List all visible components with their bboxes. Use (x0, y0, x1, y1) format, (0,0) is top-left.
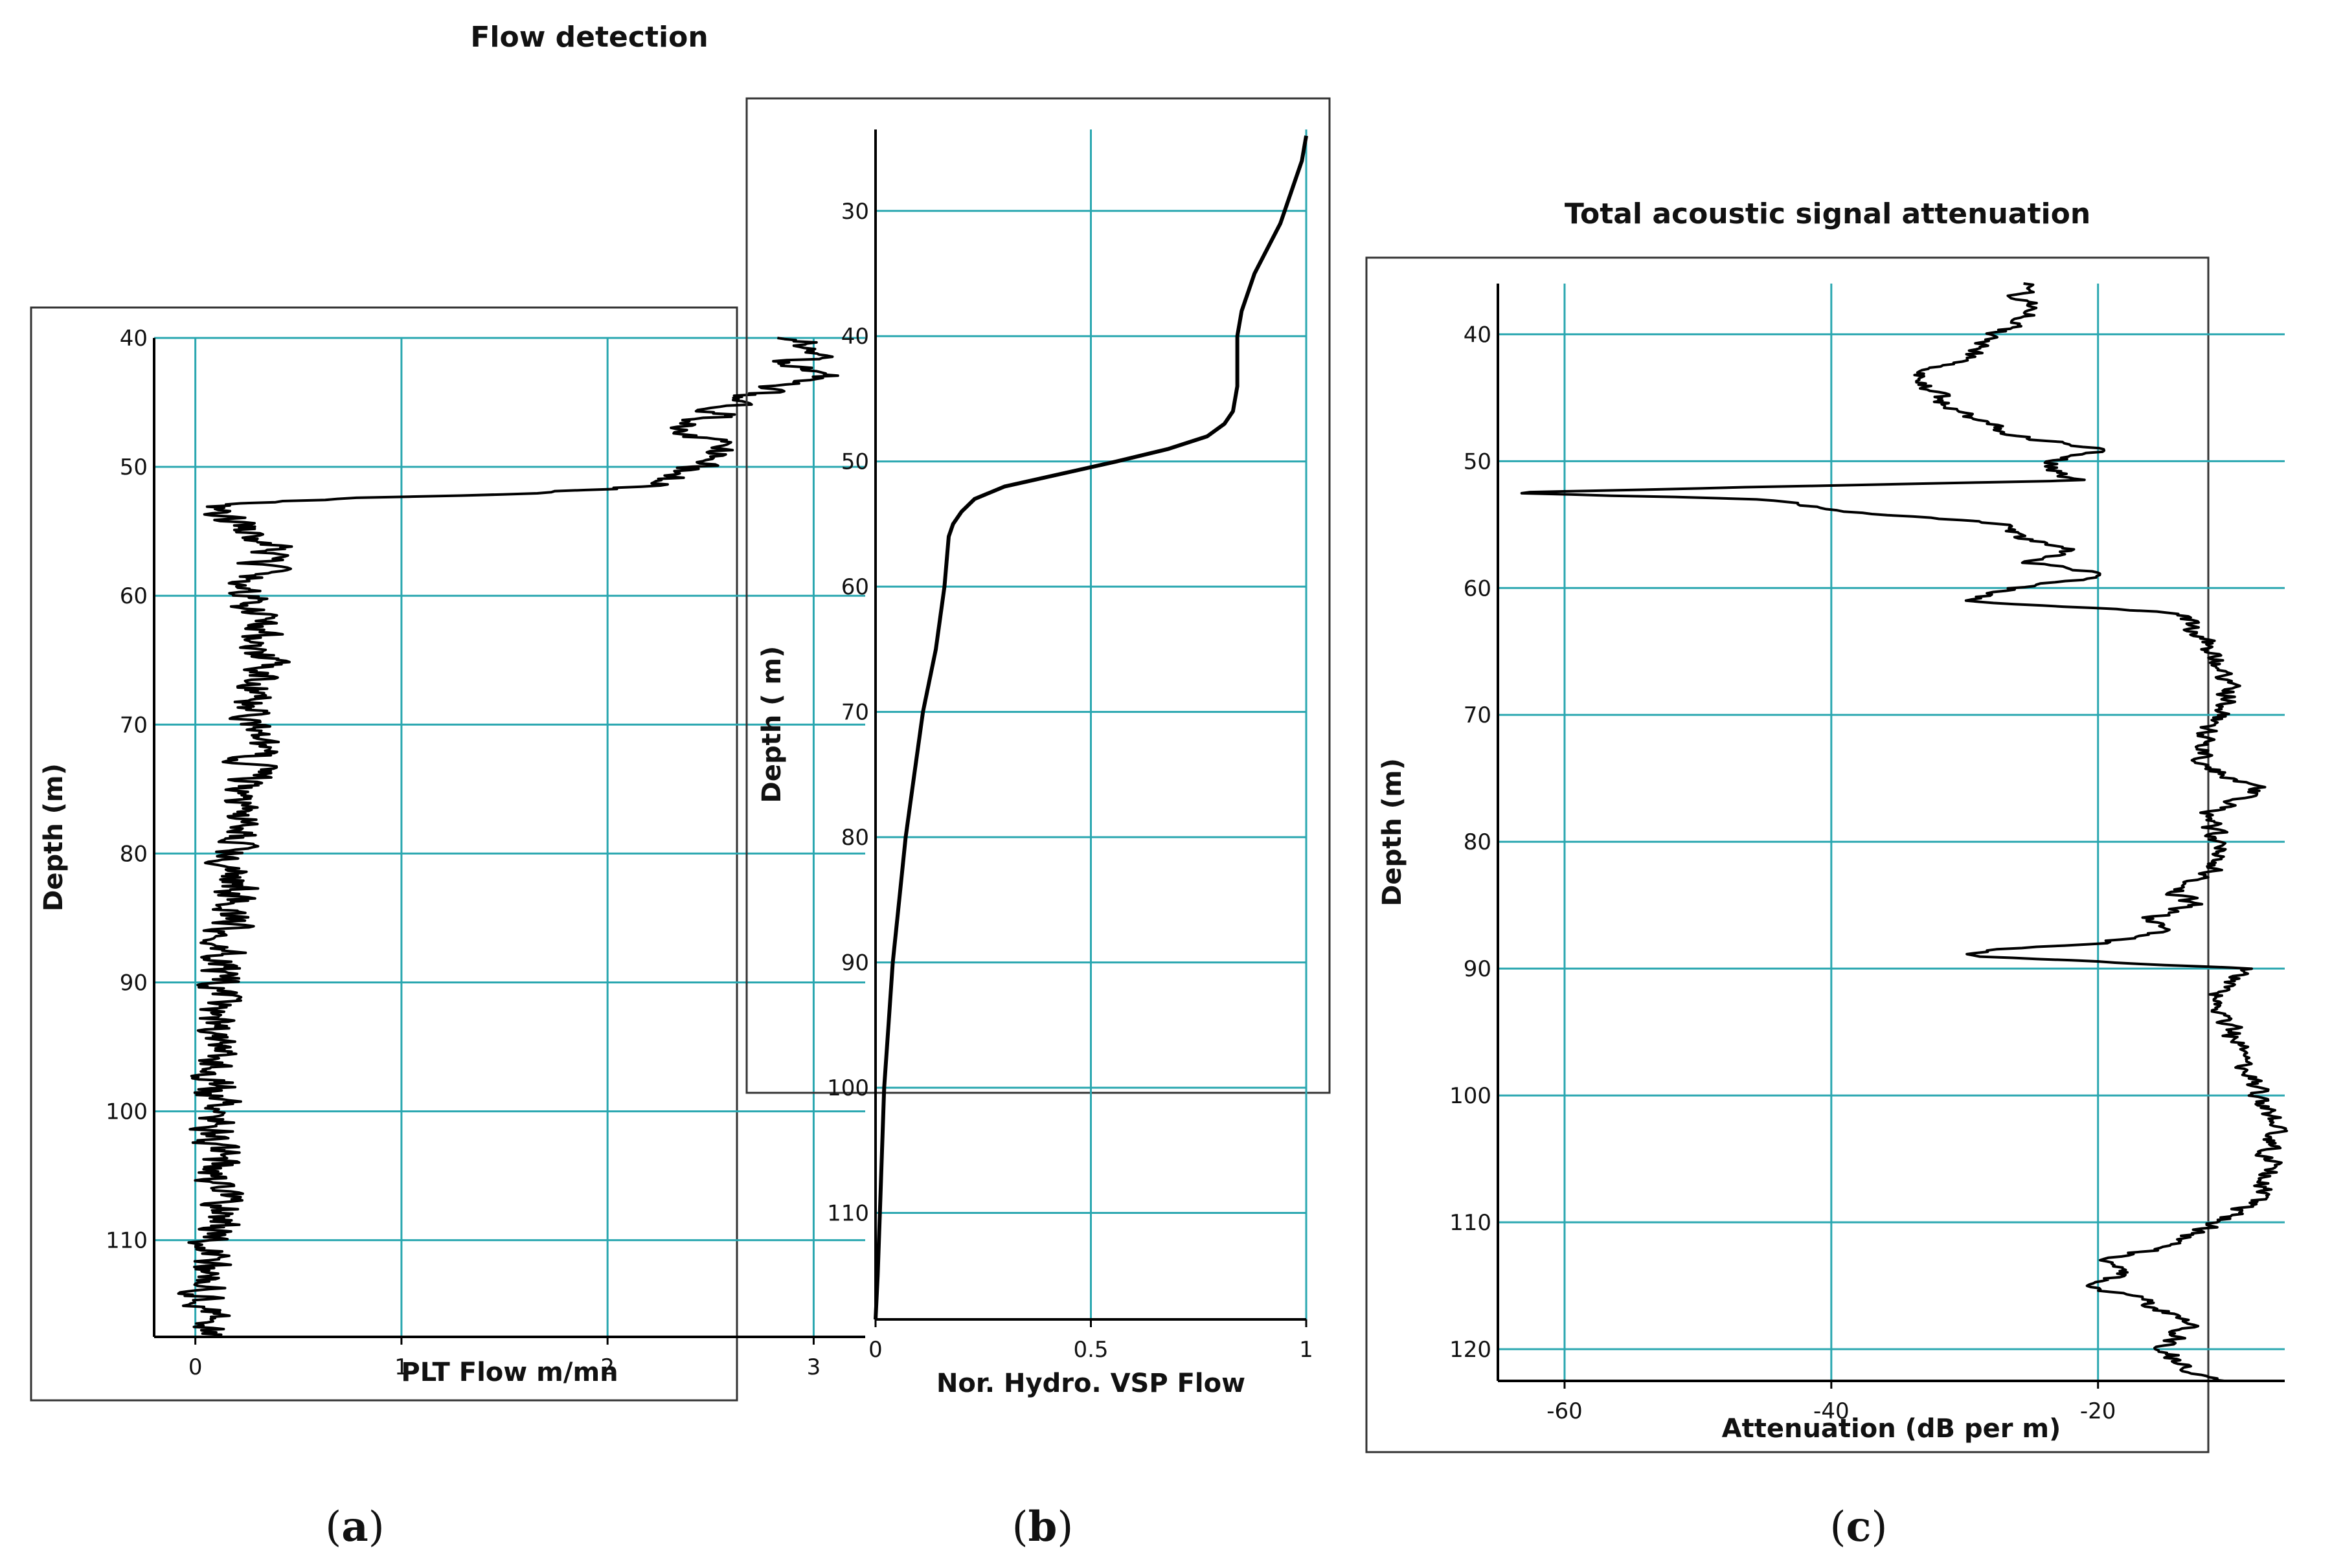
x-tick-label: 1 (394, 1354, 409, 1380)
y-axis-label: Depth (m) (39, 763, 69, 912)
data-line (177, 337, 839, 1338)
x-tick-label: -20 (2080, 1398, 2116, 1424)
panel-label: (c) (1830, 1503, 1888, 1551)
data-line (874, 135, 1308, 1320)
y-tick-label: 100 (827, 1075, 869, 1101)
y-tick-label: 60 (120, 583, 148, 609)
y-tick-label: 40 (120, 326, 148, 352)
y-axis-label: Depth (m) (1377, 758, 1407, 906)
x-tick-label: 0.5 (1073, 1337, 1108, 1363)
y-axis-label: Depth ( m) (757, 646, 787, 803)
y-tick-label: 90 (841, 950, 869, 976)
x-axis-label: Nor. Hydro. VSP Flow (936, 1369, 1245, 1398)
x-tick-label: 0 (188, 1354, 203, 1380)
y-tick-label: 80 (841, 825, 869, 851)
y-tick-label: 70 (841, 700, 869, 726)
x-tick-label: 3 (807, 1354, 821, 1380)
panel-frame (745, 97, 1331, 1094)
y-tick-label: 50 (1464, 449, 1491, 475)
y-tick-label: 60 (1464, 576, 1491, 601)
y-tick-label: 100 (1449, 1083, 1491, 1109)
y-tick-label: 80 (1464, 829, 1491, 855)
y-tick-label: 100 (106, 1099, 148, 1125)
x-axis-label: PLT Flow m/mn (401, 1358, 618, 1387)
panel-label: (b) (1012, 1503, 1074, 1551)
y-tick-label: 40 (1464, 322, 1491, 348)
figure-title: Flow detection (470, 21, 708, 54)
y-tick-label: 90 (120, 970, 148, 996)
y-tick-label: 30 (841, 199, 869, 225)
y-tick-label: 120 (1449, 1337, 1491, 1363)
y-tick-label: 110 (1449, 1210, 1491, 1236)
x-axis-label: Attenuation (dB per m) (1722, 1414, 2061, 1444)
x-tick-label: -40 (1813, 1398, 1850, 1424)
y-tick-label: 90 (1464, 956, 1491, 982)
y-tick-label: 70 (1464, 702, 1491, 728)
y-tick-label: 110 (827, 1201, 869, 1227)
panel-title: Total acoustic signal attenuation (1565, 197, 2090, 230)
y-tick-label: 40 (841, 324, 869, 350)
y-tick-label: 50 (120, 454, 148, 480)
panel-frame (1365, 256, 2210, 1453)
y-tick-label: 80 (120, 841, 148, 867)
y-tick-label: 60 (841, 574, 869, 600)
x-tick-label: 1 (1299, 1337, 1313, 1363)
panel-a: 40 50 60 70 80 90 100 110 0 1 2 3 PLT Flow m/mn Depth… (30, 306, 865, 1551)
data-line (1520, 282, 2289, 1382)
y-tick-label: 50 (841, 449, 869, 475)
x-tick-label: 2 (600, 1354, 615, 1380)
panel-c: 40 50 60 70 80 90 100 110 120 -60 -40 -20 Attenuatio… (1365, 197, 2289, 1551)
y-tick-label: 110 (106, 1228, 148, 1254)
x-tick-label: 0 (868, 1337, 883, 1363)
panel-b: 30 40 50 60 70 80 90 100 110 0 0.5 1 Nor. Hydro. VSP… (745, 97, 1331, 1551)
x-tick-label: -60 (1546, 1398, 1583, 1424)
y-tick-label: 70 (120, 712, 148, 738)
panel-label: (a) (325, 1503, 384, 1551)
